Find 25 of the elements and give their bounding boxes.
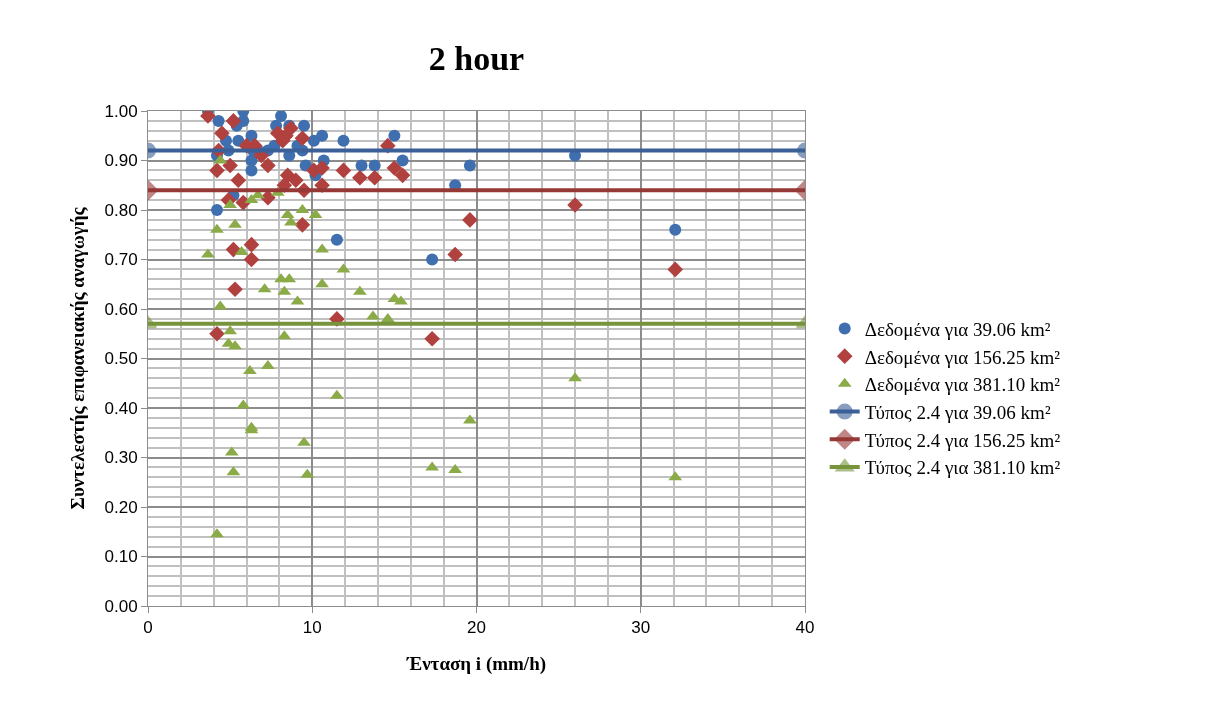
y-tick-label: 1.00 — [104, 101, 138, 121]
y-tick-label: 0.80 — [104, 200, 138, 220]
x-tick-label: 0 — [143, 618, 153, 638]
legend-label: Τύπος 2.4 για 381.10 km² — [864, 457, 1061, 479]
y-tick-label: 0.70 — [104, 250, 138, 270]
x-tick-label: 20 — [467, 618, 486, 638]
y-tick-label: 0.40 — [104, 398, 138, 418]
x-tick-label: 30 — [631, 618, 651, 638]
y-tick-label: 0.60 — [104, 299, 138, 319]
y-tick-label: 0.30 — [104, 448, 138, 468]
y-axis-title: Συντελεστής επιφανειακής αναγωγής — [67, 206, 89, 510]
y-tick-label: 0.20 — [104, 497, 138, 517]
chart-title: 2 hour — [428, 39, 525, 77]
legend-label: Δεδομένα για 381.10 km² — [864, 374, 1061, 396]
y-tick-label: 0.10 — [104, 547, 138, 567]
legend-label: Τύπος 2.4 για 156.25 km² — [864, 429, 1061, 451]
y-tick-label: 0.00 — [104, 596, 138, 616]
x-tick-label: 40 — [795, 618, 815, 638]
legend-label: Δεδομένα για 39.06 km² — [864, 318, 1051, 340]
x-axis-title: Ένταση i (mm/h) — [405, 653, 547, 676]
legend-label: Τύπος 2.4 για 39.06 km² — [864, 401, 1051, 423]
x-tick-label: 10 — [302, 618, 322, 638]
legend-label: Δεδομένα για 156.25 km² — [864, 346, 1061, 368]
y-tick-label: 0.90 — [104, 151, 138, 171]
y-tick-label: 0.50 — [104, 349, 138, 369]
